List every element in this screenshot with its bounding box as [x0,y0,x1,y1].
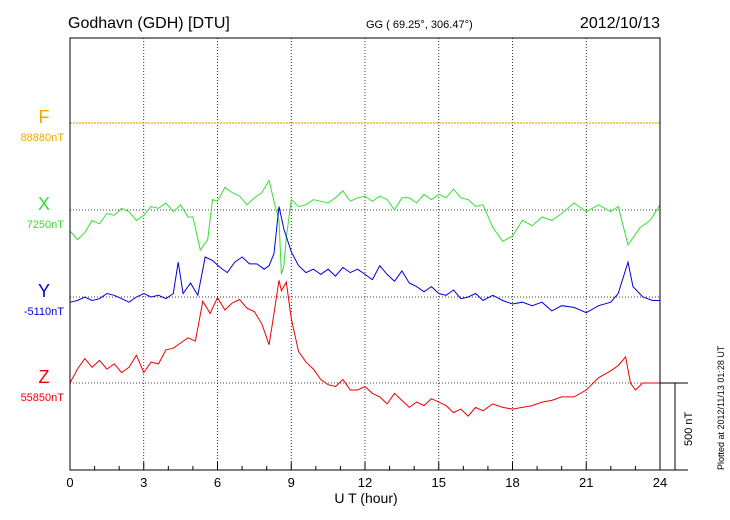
scale-bar: 500 nT [660,382,695,471]
x-tick-label-24: 24 [653,475,667,490]
series-line-Y [69,206,660,314]
series-label-F: F [39,107,50,127]
series-baseline-value-X: 7250nT [27,219,65,231]
series-line-X [69,179,661,275]
station-title: Godhavn (GDH) [DTU] [68,15,230,32]
series-label-X: X [38,194,50,214]
series-line-Z [69,280,660,417]
plot-date: 2012/10/13 [580,15,660,32]
x-tick-label-0: 0 [66,475,73,490]
x-tick-label-15: 15 [432,475,446,490]
series-label-Z: Z [39,367,50,387]
plotted-timestamp: Plotted at 2012/11/13 01:28 UT [716,345,726,470]
series-baseline-value-F: 88880nT [21,132,65,144]
series-baseline-value-Y: -5110nT [24,306,64,318]
grid-layer [70,38,660,470]
x-tick-label-18: 18 [505,475,519,490]
series-layer [69,122,661,417]
station-coordinates: GG ( 69.25°, 306.47°) [366,19,473,31]
x-tick-label-12: 12 [358,475,372,490]
x-tick-label-3: 3 [140,475,147,490]
series-baseline-value-Z: 55850nT [21,392,65,404]
tick-layer: 0 3 6 9 12 15 18 21 24 [66,462,667,490]
x-tick-label-9: 9 [288,475,295,490]
x-tick-label-6: 6 [214,475,221,490]
x-axis-title: U T (hour) [334,490,397,506]
series-label-Y: Y [38,281,50,301]
x-tick-label-21: 21 [579,475,593,490]
series-label-layer: F 88880nT X 7250nT Y -5110nT Z 55850nT [21,107,65,404]
scale-bar-label: 500 nT [683,411,695,446]
